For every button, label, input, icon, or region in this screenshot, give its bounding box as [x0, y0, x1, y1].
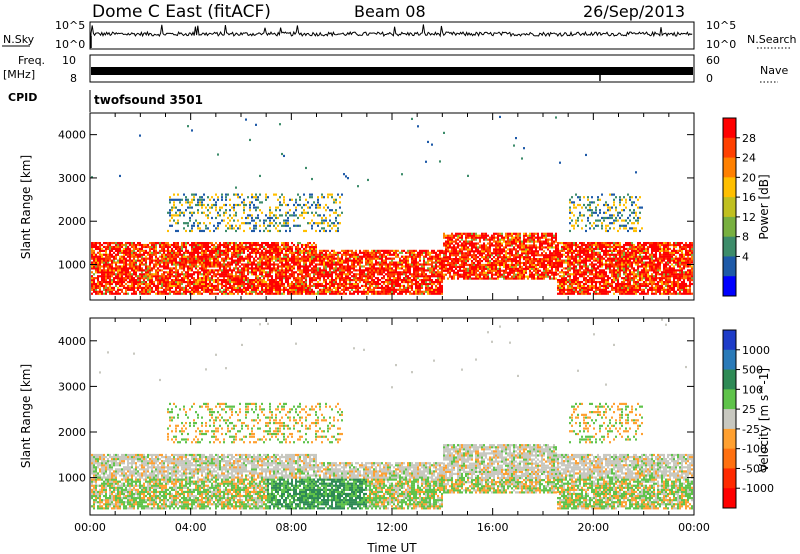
nsearch-tick-bottom: 10^0	[706, 38, 736, 51]
colorbar-tick-label: 28	[742, 132, 756, 145]
cpid-value: twofsound 3501	[94, 93, 203, 107]
nsky-tick-top: 10^5	[55, 19, 85, 32]
nsky-label: N.Sky	[3, 33, 35, 46]
colorbar-swatch	[723, 216, 736, 238]
colorbar-tick-label: 100	[742, 383, 763, 396]
ytick-label: 1000	[58, 472, 86, 485]
colorbar-swatch	[723, 389, 736, 410]
xtick-label: 16:00	[477, 521, 509, 534]
power-ylabel: Slant Range [km]	[19, 155, 33, 259]
freq-panel: Freq. [MHz] 10 8 60 0 Nave	[3, 54, 788, 85]
cpid-row: CPID twofsound 3501	[8, 90, 203, 112]
colorbar-tick-label: 24	[742, 152, 756, 165]
xtick-label: 00:00	[74, 521, 106, 534]
colorbar-swatch	[723, 137, 736, 159]
velocity-ylabel: Slant Range [km]	[19, 364, 33, 468]
colorbar-swatch	[723, 488, 736, 509]
colorbar-swatch	[723, 157, 736, 178]
cpid-label: CPID	[8, 91, 37, 104]
colorbar-swatch	[723, 276, 736, 297]
nsky-trace	[90, 24, 693, 48]
nave-tick-bottom: 0	[706, 72, 713, 85]
ytick-label: 3000	[58, 172, 86, 185]
colorbar-tick-label: -100	[742, 443, 767, 456]
colorbar-swatch	[723, 409, 736, 430]
nsky-panel: N.Sky 10^5 10^0 10^5 10^0 N.Search	[2, 19, 797, 51]
ytick-label: 3000	[58, 380, 86, 393]
colorbar-tick-label: -25	[742, 423, 760, 436]
power-scatter-cells	[91, 115, 693, 295]
power-colorbar: 28 24 20 16 12 8 4	[722, 117, 756, 297]
nave-label: Nave	[760, 64, 788, 77]
ytick-label: 2000	[58, 215, 86, 228]
ytick-label: 4000	[58, 129, 86, 142]
date-label: 26/Sep/2013	[583, 2, 685, 21]
colorbar-tick-label: 20	[742, 171, 756, 184]
colorbar-tick-label: 4	[742, 250, 749, 263]
velocity-colorbar: 1000 500 100 25 -25 -100 -500 -1000	[722, 329, 774, 509]
beam-label: Beam 08	[354, 2, 426, 21]
ytick-label: 4000	[58, 335, 86, 348]
colorbar-swatch	[723, 118, 736, 139]
colorbar-swatch	[723, 177, 736, 198]
chart-title: Dome C East (fitACF)	[92, 2, 271, 22]
xtick-label: 20:00	[577, 521, 609, 534]
xtick-label: 12:00	[376, 521, 408, 534]
freq-tick-bottom: 8	[70, 72, 77, 85]
colorbar-swatch	[723, 369, 736, 390]
colorbar-tick-label: 1000	[742, 344, 770, 357]
xtick-label: 08:00	[275, 521, 307, 534]
freq-tick-top: 10	[62, 54, 76, 67]
velocity-colorbar-label: Velocity [m s^-1]	[757, 368, 771, 472]
xtick-label: 04:00	[175, 521, 207, 534]
colorbar-tick-label: 12	[742, 211, 756, 224]
nsky-tick-bottom: 10^0	[55, 38, 85, 51]
nsearch-label: N.Search	[747, 33, 797, 46]
ytick-label: 1000	[58, 259, 86, 272]
colorbar-tick-label: 8	[742, 231, 749, 244]
nsearch-tick-top: 10^5	[706, 19, 736, 32]
colorbar-tick-label: 25	[742, 403, 756, 416]
freq-unit: [MHz]	[3, 68, 35, 81]
colorbar-swatch	[723, 349, 736, 371]
ytick-label: 2000	[58, 426, 86, 439]
colorbar-swatch	[723, 448, 736, 469]
nave-tick-top: 60	[706, 54, 720, 67]
colorbar-swatch	[723, 256, 736, 277]
xtick-label: 00:00	[678, 521, 710, 534]
velocity-panel: 1000 2000 3000 4000 00:00 04:00 08:00 12:00 16:0…	[19, 317, 774, 554]
velocity-scatter-cells	[91, 318, 693, 510]
colorbar-swatch	[723, 236, 736, 257]
time-ut-xlabel: Time UT	[366, 541, 417, 554]
colorbar-swatch	[723, 330, 736, 351]
colorbar-swatch	[723, 197, 736, 218]
colorbar-swatch	[723, 468, 736, 489]
freq-label: Freq.	[18, 54, 45, 67]
power-colorbar-label: Power [dB]	[757, 174, 771, 239]
colorbar-tick-label: -1000	[742, 482, 774, 495]
colorbar-tick-label: 16	[742, 191, 756, 204]
colorbar-tick-label: -500	[742, 462, 767, 475]
colorbar-tick-label: 500	[742, 364, 763, 377]
power-panel: 1000 2000 3000 4000 Slant Range [km] 28 24 20…	[19, 112, 771, 301]
colorbar-swatch	[723, 428, 736, 450]
